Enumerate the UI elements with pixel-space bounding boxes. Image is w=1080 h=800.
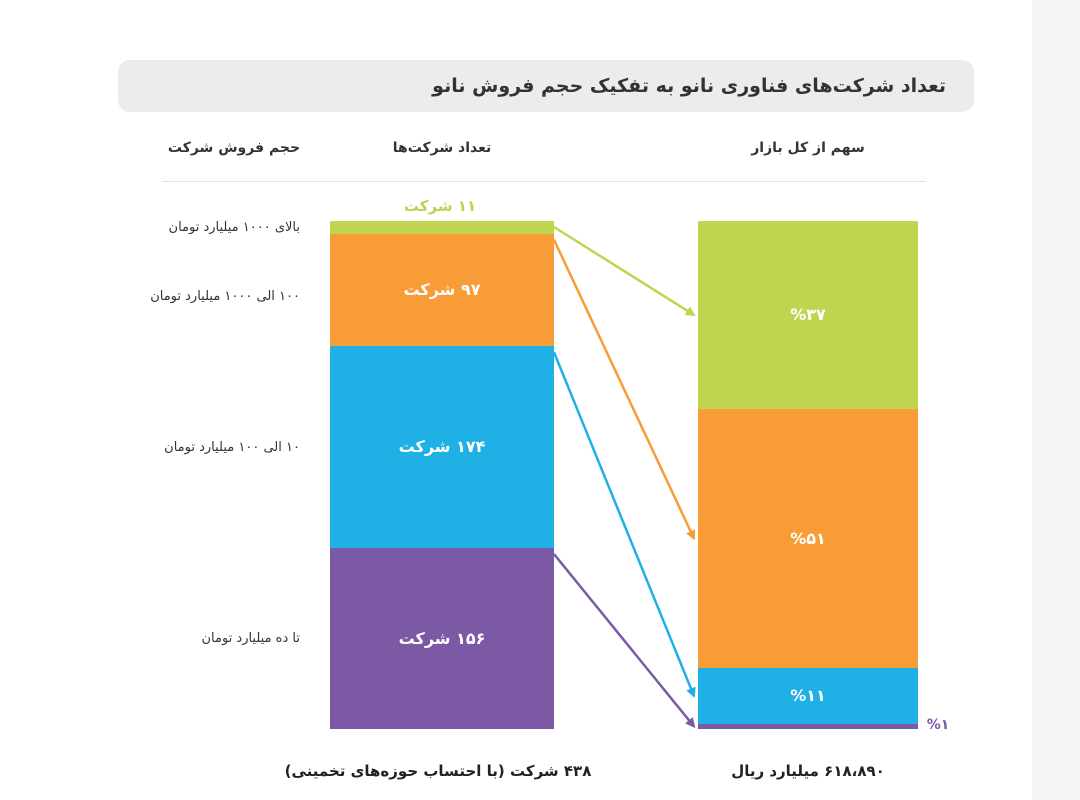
company-bar-segment-1	[330, 233, 554, 347]
header-market-share: سهم از کل بازار	[751, 140, 865, 156]
company-bar-segment-2	[330, 346, 554, 549]
category-label-1: ۱۰۰ الی ۱۰۰۰ میلیارد تومان	[150, 289, 300, 304]
market-share-label-3: %۱	[926, 717, 950, 733]
chart-title: تعداد شرکت‌های فناوری نانو به تفکیک حجم …	[432, 75, 946, 97]
category-label-0: بالای ۱۰۰۰ میلیارد تومان	[168, 220, 300, 235]
header-company-count: تعداد شرکت‌ها	[392, 140, 492, 156]
category-label-2: ۱۰ الی ۱۰۰ میلیارد تومان	[164, 440, 300, 455]
market-bar-segment-1	[698, 408, 918, 669]
company-count-label-3: ۱۵۶ شرکت	[398, 628, 486, 648]
header-divider	[162, 181, 926, 182]
market-bar-segment-3	[698, 723, 918, 729]
market-share-label-0: %۳۷	[790, 304, 826, 324]
company-count-label-0: ۱۱ شرکت	[403, 197, 477, 215]
market-bar-segment-2	[698, 668, 918, 724]
market-share-label-2: %۱۱	[790, 685, 826, 705]
arrow-0	[553, 225, 696, 317]
company-bar-segment-3	[330, 548, 554, 729]
arrow-1	[552, 239, 696, 541]
arrow-2	[552, 351, 696, 698]
right-margin-strip	[1032, 0, 1080, 800]
company-bar-segment-0	[330, 221, 554, 234]
footer-companies-total: ۴۳۸ شرکت (با احتساب حوزه‌های تخمینی)	[284, 762, 592, 780]
category-label-3: تا ده میلیارد تومان	[201, 631, 300, 646]
company-count-label-1: ۹۷ شرکت	[403, 280, 481, 299]
header-sales-volume: حجم فروش شرکت	[167, 140, 301, 156]
title-bar: تعداد شرکت‌های فناوری نانو به تفکیک حجم …	[118, 60, 974, 112]
arrow-3	[553, 553, 696, 729]
company-count-label-2: ۱۷۴ شرکت	[398, 437, 486, 457]
footer-market-total: ۶۱۸،۸۹۰ میلیارد ریال	[731, 762, 885, 780]
market-bar-segment-0	[698, 221, 918, 409]
market-share-label-1: %۵۱	[790, 528, 826, 548]
